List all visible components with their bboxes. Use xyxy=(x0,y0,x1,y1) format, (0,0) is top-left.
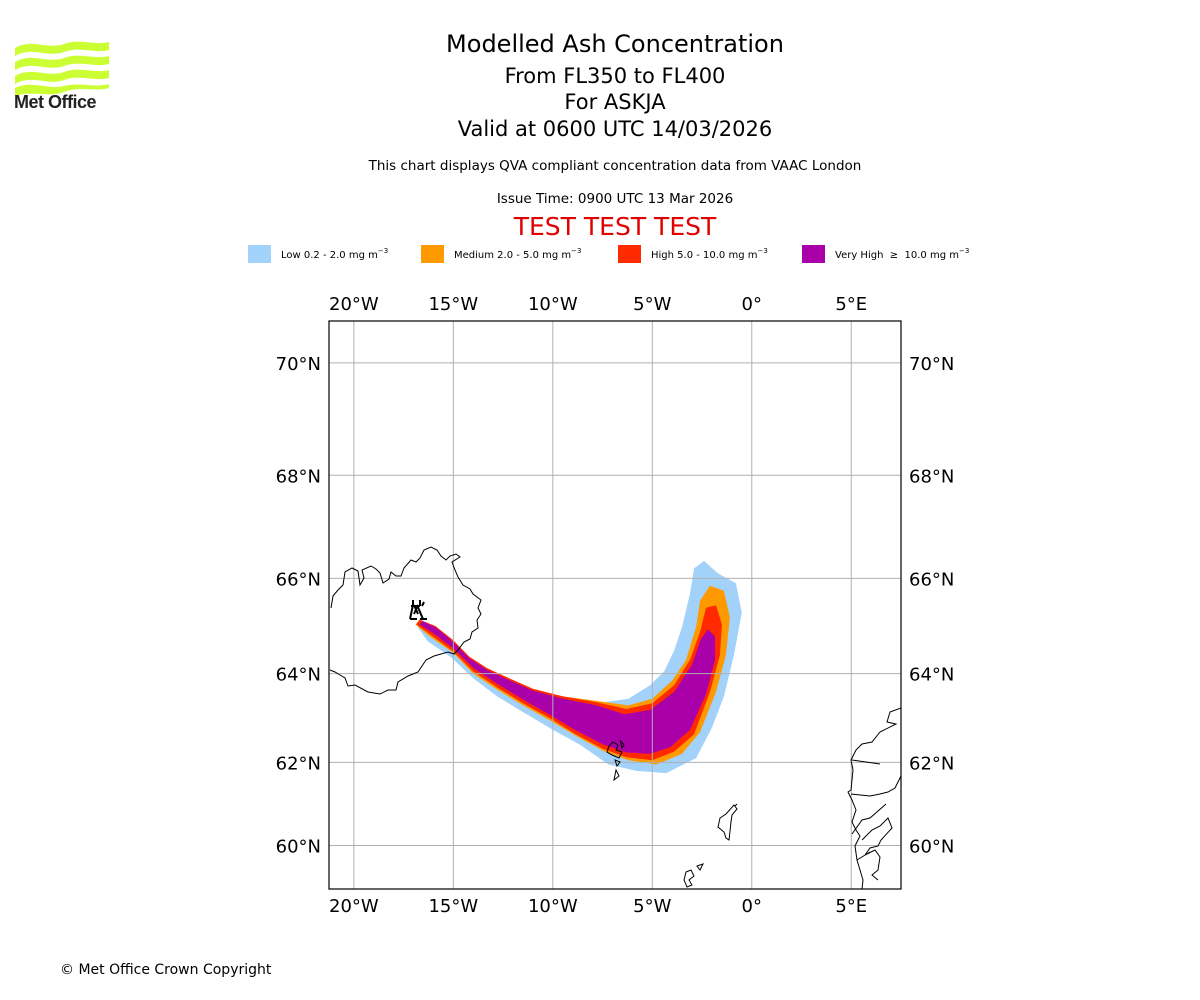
chart-title: Modelled Ash Concentration xyxy=(446,30,784,58)
test-banner: TEST TEST TEST xyxy=(513,212,717,241)
legend-item-low: Low 0.2 - 2.0 mg m−3 xyxy=(248,244,388,264)
lon-tick-label-bottom: 10°W xyxy=(528,896,578,917)
valid-time: Valid at 0600 UTC 14/03/2026 xyxy=(457,117,773,141)
lat-tick-label-right: 70°N xyxy=(909,354,954,375)
norway-coastline xyxy=(847,707,901,889)
flight-level-range: From FL350 to FL400 xyxy=(504,64,726,88)
legend-swatch-medium xyxy=(421,245,444,263)
met-office-logo-text: Met Office xyxy=(14,92,97,112)
map-frame xyxy=(328,320,902,890)
faroe-islands-coastline xyxy=(606,739,625,782)
iceland-coastline xyxy=(329,546,482,695)
shetland-islands-coastline xyxy=(717,803,738,841)
legend-label-low: Low 0.2 - 2.0 mg m−3 xyxy=(281,247,389,261)
lat-tick-label-right: 60°N xyxy=(909,836,954,857)
lon-tick-label-bottom: 5°W xyxy=(633,896,671,917)
legend-label-medium: Medium 2.0 - 5.0 mg m−3 xyxy=(454,247,582,261)
volcano-name: For ASKJA xyxy=(564,90,666,114)
lat-tick-label-right: 62°N xyxy=(909,753,954,774)
lon-tick-label-top: 0° xyxy=(742,294,762,315)
axis-tick-labels: 20°W 20°W 15°W 15°W 10°W 10°W 5°W 5°W 0° 0° 5°E 5°E… xyxy=(276,294,955,917)
legend-swatch-low xyxy=(248,245,271,263)
legend-label-high: High 5.0 - 10.0 mg m−3 xyxy=(651,247,768,261)
lon-tick-label-bottom: 0° xyxy=(742,896,762,917)
lon-tick-label-top: 10°W xyxy=(528,294,578,315)
lat-tick-label-right: 64°N xyxy=(909,665,954,686)
orkney-islands-coastline xyxy=(683,863,704,888)
lon-tick-label-top: 15°W xyxy=(428,294,478,315)
issue-time: Issue Time: 0900 UTC 13 Mar 2026 xyxy=(496,191,734,207)
graticule xyxy=(329,321,901,889)
lat-tick-label-left: 68°N xyxy=(276,466,321,487)
met-office-logo-icon xyxy=(15,41,109,96)
lon-tick-label-bottom: 15°W xyxy=(428,896,478,917)
legend-item-high: High 5.0 - 10.0 mg m−3 xyxy=(618,244,768,264)
legend-item-very-high: Very High ≥ 10.0 mg m−3 xyxy=(802,244,969,264)
lat-tick-label-left: 62°N xyxy=(276,753,321,774)
lat-tick-label-left: 70°N xyxy=(276,354,321,375)
lon-tick-label-top: 20°W xyxy=(329,294,379,315)
lon-tick-label-top: 5°W xyxy=(633,294,671,315)
ash-plume-layer xyxy=(415,560,742,774)
lon-tick-label-bottom: 5°E xyxy=(835,896,867,917)
coastlines xyxy=(329,546,901,889)
legend-swatch-high xyxy=(618,245,641,263)
volcano-icon xyxy=(409,600,427,620)
legend-label-very-high: Very High ≥ 10.0 mg m−3 xyxy=(835,247,970,261)
copyright-notice: © Met Office Crown Copyright xyxy=(60,962,272,978)
lon-tick-label-bottom: 20°W xyxy=(329,896,379,917)
lon-tick-label-top: 5°E xyxy=(835,294,867,315)
legend-swatch-very-high xyxy=(802,245,825,263)
lat-tick-label-left: 64°N xyxy=(276,665,321,686)
lat-tick-label-right: 66°N xyxy=(909,569,954,590)
legend-item-medium: Medium 2.0 - 5.0 mg m−3 xyxy=(421,244,581,264)
lat-tick-label-left: 60°N xyxy=(276,836,321,857)
ash-plume-very-high xyxy=(419,621,715,754)
lat-tick-label-right: 68°N xyxy=(909,466,954,487)
qva-compliance-note: This chart displays QVA compliant concen… xyxy=(368,158,862,174)
lat-tick-label-left: 66°N xyxy=(276,569,321,590)
